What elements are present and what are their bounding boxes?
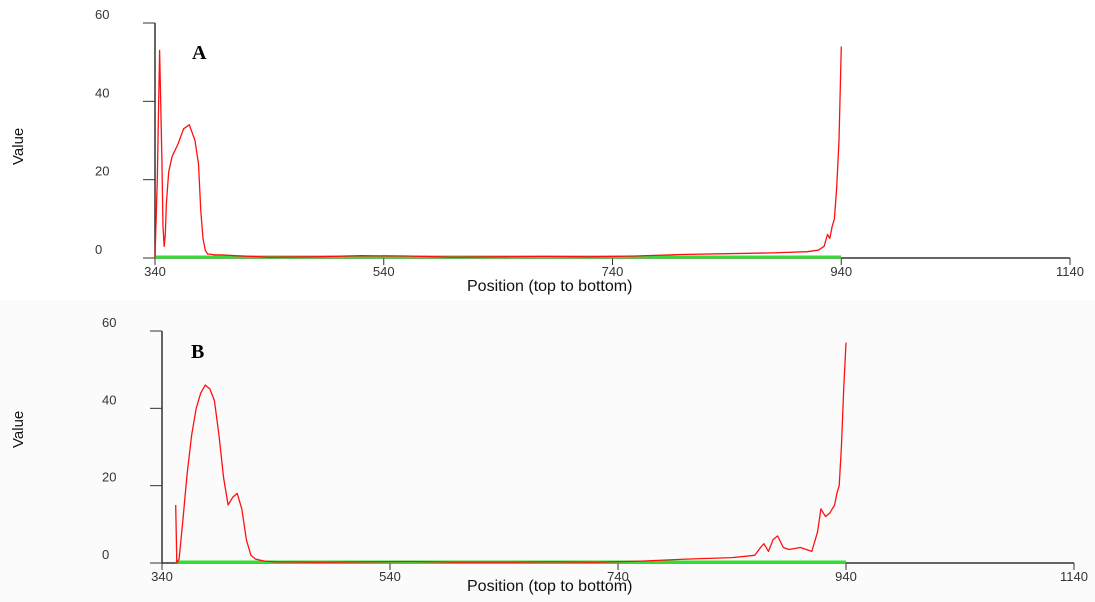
y-axis-label: Value bbox=[10, 410, 27, 448]
x-tick-label: 740 bbox=[607, 569, 629, 584]
y-axis-label: Value bbox=[10, 127, 27, 165]
chart-a-svg: 0 20 40 60 340 540 740 940 1140 bbox=[95, 7, 1084, 279]
x-tick-label: 340 bbox=[151, 569, 173, 584]
y-tick-label: 0 bbox=[95, 242, 102, 257]
y-tick-label: 40 bbox=[95, 85, 109, 100]
x-axis-label: Position (top to bottom) bbox=[467, 278, 633, 295]
y-tick-label: 0 bbox=[102, 547, 109, 562]
panel-label: A bbox=[192, 42, 207, 64]
x-tick-label: 1140 bbox=[1056, 264, 1084, 279]
y-tick-label: 40 bbox=[102, 392, 116, 407]
x-tick-label: 940 bbox=[830, 264, 852, 279]
y-tick-label: 60 bbox=[102, 315, 116, 330]
x-tick-label: 540 bbox=[379, 569, 401, 584]
x-tick-label: 540 bbox=[373, 264, 395, 279]
chart-b-svg: 0 20 40 60 340 540 740 940 1140 bbox=[102, 315, 1088, 584]
chart-panel-a: 0 20 40 60 340 540 740 940 1140 Value Position (… bbox=[0, 0, 1095, 300]
panel-label: B bbox=[191, 341, 205, 363]
x-tick-label: 940 bbox=[835, 569, 857, 584]
y-tick-label: 20 bbox=[102, 470, 116, 485]
x-tick-label: 1140 bbox=[1060, 569, 1088, 584]
x-tick-label: 740 bbox=[602, 264, 624, 279]
chart-panel-b: 0 20 40 60 340 540 740 940 1140 Value Position (… bbox=[0, 300, 1095, 602]
y-tick-label: 20 bbox=[95, 164, 109, 179]
profile-line bbox=[154, 46, 842, 259]
profile-line bbox=[175, 342, 847, 564]
y-tick-label: 60 bbox=[95, 7, 109, 22]
x-axis-label: Position (top to bottom) bbox=[467, 578, 633, 595]
x-tick-label: 340 bbox=[144, 264, 166, 279]
